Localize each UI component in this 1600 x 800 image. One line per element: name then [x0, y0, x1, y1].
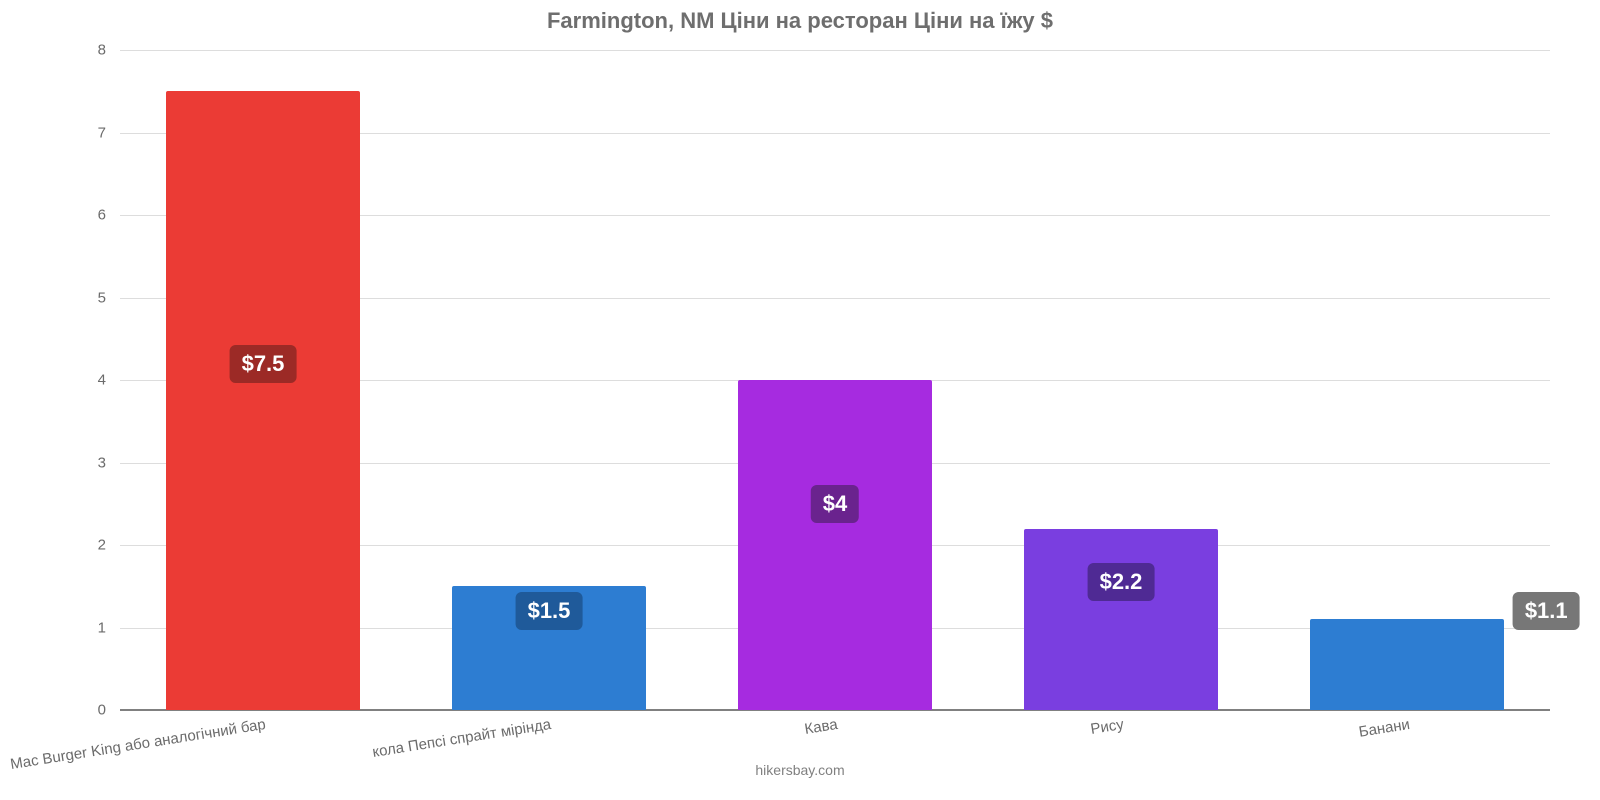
y-tick-label: 3 [98, 454, 120, 471]
y-tick-label: 6 [98, 207, 120, 224]
x-tick-label: Кава [802, 710, 838, 738]
bar [166, 91, 360, 710]
gridline [120, 50, 1550, 51]
x-tick-label: Банани [1356, 710, 1410, 741]
bar [1024, 529, 1218, 711]
value-badge: $2.2 [1088, 563, 1155, 601]
value-badge: $7.5 [230, 345, 297, 383]
price-bar-chart: Farmington, NM Ціни на ресторан Ціни на … [0, 0, 1600, 800]
value-badge: $4 [811, 485, 859, 523]
y-tick-label: 8 [98, 42, 120, 59]
chart-title: Farmington, NM Ціни на ресторан Ціни на … [0, 8, 1600, 34]
x-tick-label: Рису [1088, 710, 1125, 738]
y-tick-label: 7 [98, 124, 120, 141]
y-tick-label: 1 [98, 619, 120, 636]
x-tick-label: кола Пепсі спрайт мірінда [371, 710, 553, 761]
y-tick-label: 5 [98, 289, 120, 306]
bar [1310, 619, 1504, 710]
y-tick-label: 2 [98, 537, 120, 554]
y-tick-label: 4 [98, 372, 120, 389]
y-tick-label: 0 [98, 702, 120, 719]
bar [738, 380, 932, 710]
source-label: hikersbay.com [0, 762, 1600, 778]
plot-area: 012345678$7.5Mac Burger King або аналогі… [120, 50, 1550, 710]
value-badge: $1.1 [1513, 592, 1580, 630]
value-badge: $1.5 [516, 592, 583, 630]
